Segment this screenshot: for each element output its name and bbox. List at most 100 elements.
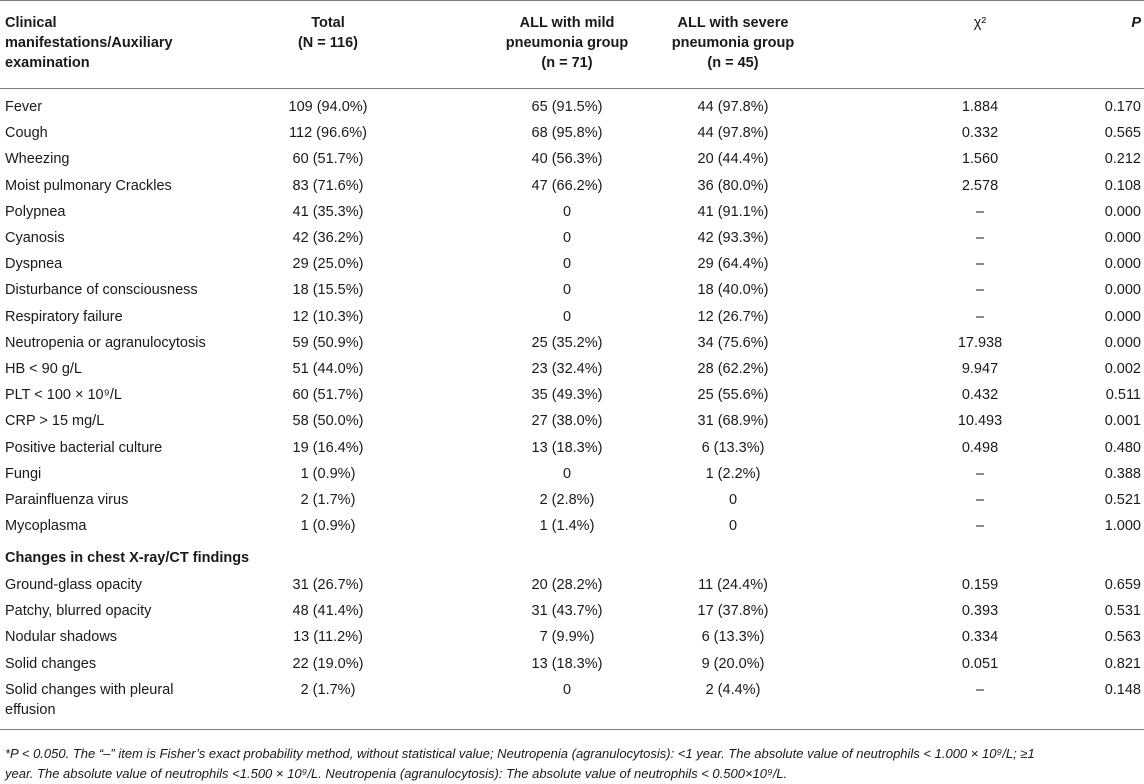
cell-chi2: 0.393 <box>961 603 999 620</box>
cell-total: 29 (25.0%) <box>292 256 364 273</box>
cell-p: 0.565 <box>1104 125 1141 142</box>
header-mild: ALL with mild pneumonia group (n = 71) <box>505 15 629 71</box>
cell-severe: 25 (55.6%) <box>697 387 769 404</box>
cell-severe: 18 (40.0%) <box>697 282 769 299</box>
cell-mild: 0 <box>562 465 572 482</box>
row-label: Disturbance of consciousness <box>5 282 198 299</box>
header-rule <box>0 88 1144 89</box>
cell-mild: 13 (18.3%) <box>531 439 603 456</box>
cell-chi2: – <box>975 518 985 535</box>
cell-mild: 0 <box>562 308 572 325</box>
cell-p: 1.000 <box>1104 518 1141 535</box>
cell-total: 22 (19.0%) <box>292 655 364 672</box>
cell-severe: 31 (68.9%) <box>697 413 769 430</box>
header-total: Total (N = 116) <box>297 15 359 51</box>
cell-severe: 0 <box>728 518 738 535</box>
cell-p: 0.521 <box>1104 492 1141 508</box>
row-label: Wheezing <box>5 151 70 168</box>
row-label: Dyspnea <box>5 256 63 273</box>
cell-chi2: 10.493 <box>957 413 1003 430</box>
row-label: HB < 90 g/L <box>5 361 82 377</box>
cell-mild: 0 <box>562 282 572 299</box>
cell-mild: 23 (32.4%) <box>531 361 603 377</box>
cell-total: 19 (16.4%) <box>292 439 364 456</box>
cell-p: 0.821 <box>1104 655 1141 672</box>
cell-p: 0.563 <box>1104 629 1141 646</box>
cell-p: 0.212 <box>1104 151 1141 168</box>
cell-total: 59 (50.9%) <box>292 334 364 351</box>
cell-severe: 28 (62.2%) <box>697 361 769 377</box>
row-label: Positive bacterial culture <box>5 439 163 456</box>
cell-total: 1 (0.9%) <box>300 465 356 482</box>
cell-p: 0.659 <box>1104 577 1141 593</box>
row-label: Neutropenia or agranulocytosis <box>5 334 206 351</box>
cell-chi2: 1.560 <box>961 151 999 168</box>
cell-severe: 9 (20.0%) <box>701 655 765 672</box>
cell-severe: 29 (64.4%) <box>697 256 769 273</box>
cell-chi2: – <box>975 492 985 508</box>
cell-p: 0.170 <box>1104 99 1141 115</box>
row-label: Mycoplasma <box>5 518 87 535</box>
cell-total: 42 (36.2%) <box>292 230 364 246</box>
row-label: Ground-glass opacity <box>5 577 143 593</box>
cell-chi2: 17.938 <box>957 334 1003 351</box>
cell-total: 48 (41.4%) <box>292 603 364 620</box>
header-p: P <box>1131 15 1141 31</box>
cell-mild: 65 (91.5%) <box>531 99 603 115</box>
cell-total: 2 (1.7%) <box>300 492 356 508</box>
row-label: Fungi <box>5 465 42 482</box>
cell-p: 0.000 <box>1104 203 1141 220</box>
cell-mild: 35 (49.3%) <box>531 387 603 404</box>
cell-total: 13 (11.2%) <box>293 629 363 646</box>
cell-severe: 41 (91.1%) <box>697 203 769 220</box>
row-label: Patchy, blurred opacity <box>5 603 152 620</box>
cell-p: 0.000 <box>1104 282 1141 299</box>
row-label: Cyanosis <box>5 230 65 246</box>
cell-chi2: 0.332 <box>961 125 999 142</box>
cell-chi2: 0.159 <box>961 577 999 593</box>
header-chi2: χ² <box>973 15 987 31</box>
header-clinical: Clinical manifestations/Auxiliary examin… <box>5 15 173 71</box>
row-label: Moist pulmonary Crackles <box>5 177 172 194</box>
cell-total: 58 (50.0%) <box>292 413 364 430</box>
cell-p: 0.000 <box>1104 256 1141 273</box>
cell-total: 109 (94.0%) <box>288 99 368 115</box>
cell-p: 0.511 <box>1105 387 1141 404</box>
cell-total: 83 (71.6%) <box>292 177 364 194</box>
cell-severe: 20 (44.4%) <box>697 151 769 168</box>
cell-mild: 47 (66.2%) <box>531 177 603 194</box>
cell-severe: 34 (75.6%) <box>697 334 769 351</box>
cell-chi2: 0.498 <box>961 439 999 456</box>
cell-total: 31 (26.7%) <box>292 577 364 593</box>
cell-p: 0.002 <box>1104 361 1141 377</box>
bottom-rule <box>0 729 1144 730</box>
cell-mild: 2 (2.8%) <box>539 492 595 508</box>
cell-mild: 0 <box>562 203 572 220</box>
cell-total: 60 (51.7%) <box>292 387 364 404</box>
cell-severe: 1 (2.2%) <box>705 465 761 482</box>
cell-mild: 68 (95.8%) <box>531 125 603 142</box>
row-label: Polypnea <box>5 203 66 220</box>
cell-severe: 6 (13.3%) <box>701 629 765 646</box>
row-label: Cough <box>5 125 48 142</box>
cell-total: 1 (0.9%) <box>300 518 356 535</box>
cell-mild: 1 (1.4%) <box>539 518 595 535</box>
cell-p: 0.001 <box>1104 413 1141 430</box>
cell-chi2: 0.432 <box>961 387 999 404</box>
cell-p: 0.531 <box>1104 603 1141 620</box>
cell-total: 112 (96.6%) <box>289 125 367 142</box>
cell-severe: 42 (93.3%) <box>697 230 769 246</box>
cell-chi2: – <box>975 282 985 299</box>
cell-chi2: – <box>975 256 985 273</box>
cell-mild: 7 (9.9%) <box>539 629 595 646</box>
cell-mild: 25 (35.2%) <box>531 334 603 351</box>
cell-total: 41 (35.3%) <box>292 203 364 220</box>
cell-chi2: 0.051 <box>961 655 999 672</box>
cell-p: 0.480 <box>1104 439 1141 456</box>
cell-total: 51 (44.0%) <box>292 361 364 377</box>
cell-p: 0.000 <box>1104 334 1141 351</box>
cell-chi2: 9.947 <box>961 361 999 377</box>
cell-chi2: – <box>975 203 985 220</box>
cell-mild: 27 (38.0%) <box>531 413 603 430</box>
